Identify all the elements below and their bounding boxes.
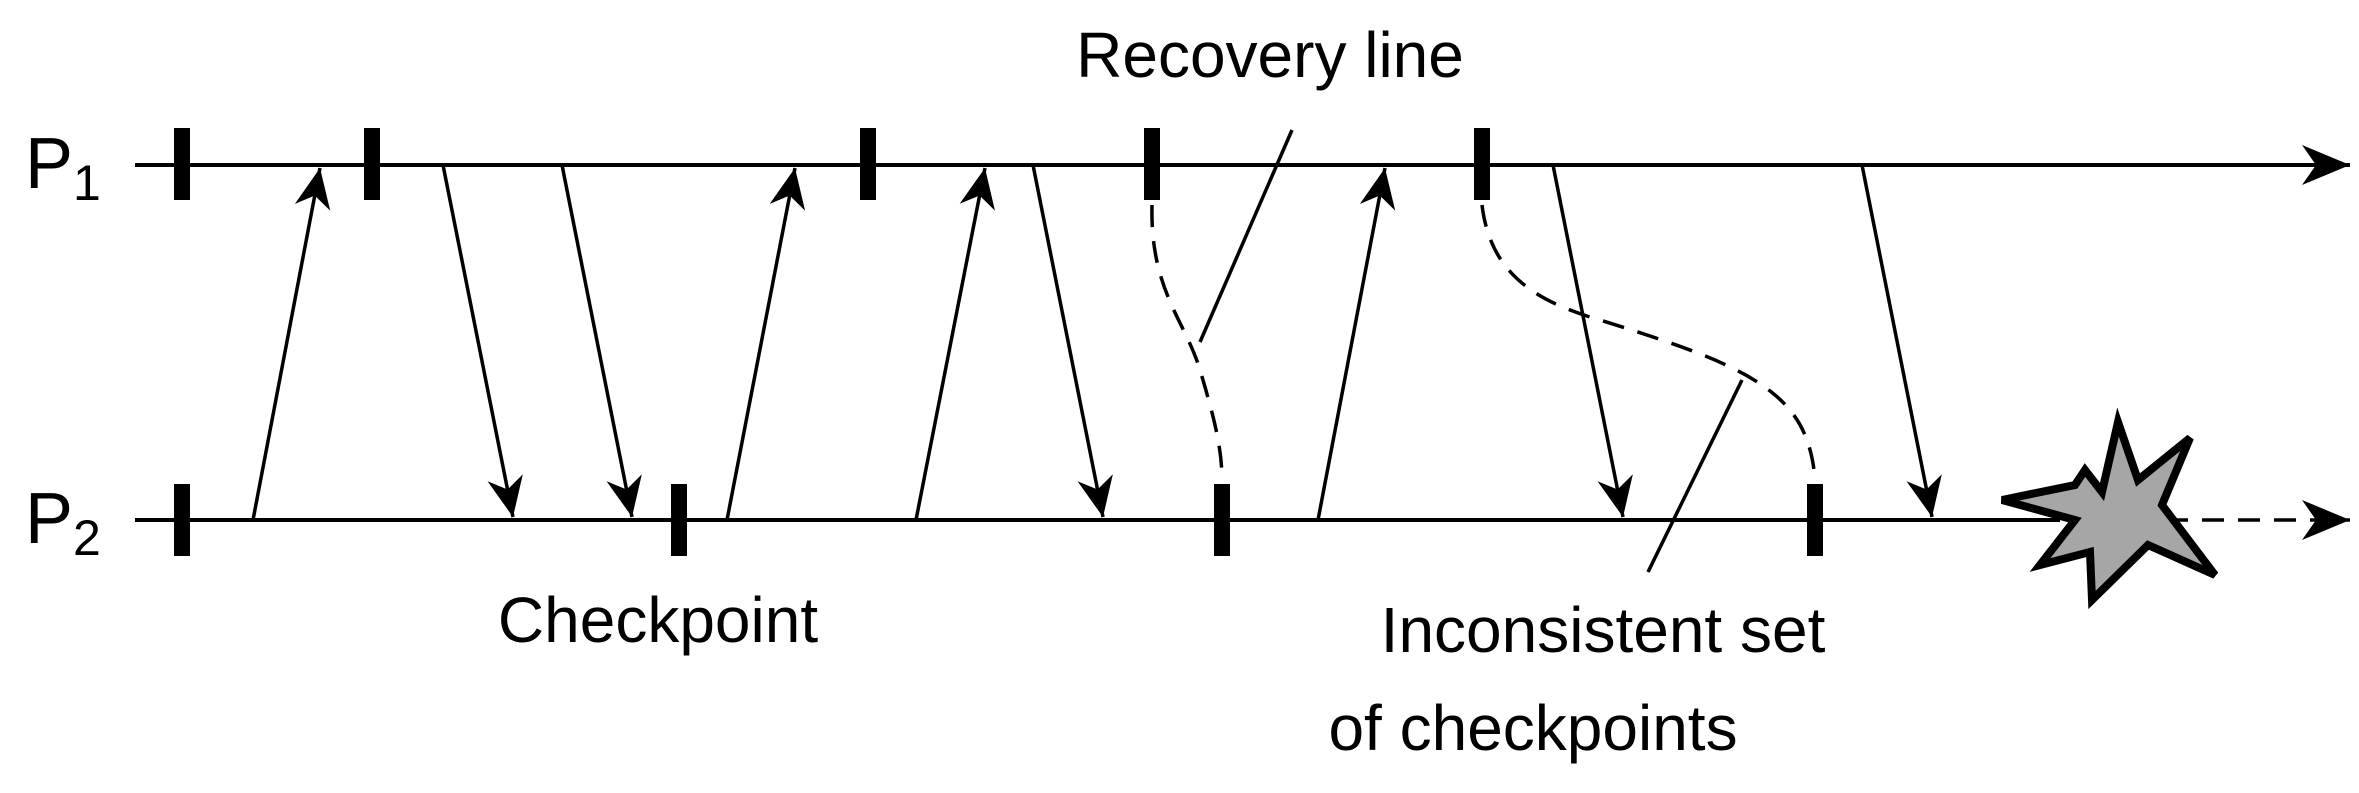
- message-p2-to-p1: [914, 167, 995, 521]
- inconsistent-set-label-line2: of checkpoints: [1328, 692, 1737, 764]
- message-p1-to-p2: [1551, 164, 1633, 518]
- message-p2-to-p1: [725, 167, 806, 521]
- message-p2-to-p1: [1316, 167, 1396, 521]
- process-p2-label: P2: [25, 479, 101, 566]
- message-p2-to-p1: [251, 167, 331, 521]
- crash-explosion-icon: [2000, 407, 2219, 610]
- recovery-line-leader: [1198, 129, 1294, 343]
- recovery-line-curve: [1150, 204, 1224, 481]
- process-p1-label: P1: [25, 124, 101, 211]
- process-p2-name: P: [25, 479, 73, 559]
- message-p1-to-p2: [441, 164, 523, 518]
- inconsistent-set-label-line1: Inconsistent set: [1381, 594, 1826, 666]
- inconsistent-set-leader: [1646, 379, 1744, 573]
- inconsistent-set-curve: [1480, 204, 1817, 479]
- checkpoint-label: Checkpoint: [498, 584, 818, 656]
- recovery-line-label: Recovery line: [1076, 19, 1464, 91]
- process-p1-name: P: [25, 124, 73, 204]
- message-p1-to-p2: [1031, 164, 1113, 518]
- message-p1-to-p2: [560, 164, 642, 518]
- process-p1-subscript: 1: [73, 155, 101, 211]
- process-p2-subscript: 2: [73, 510, 101, 566]
- message-p1-to-p2: [1860, 164, 1942, 518]
